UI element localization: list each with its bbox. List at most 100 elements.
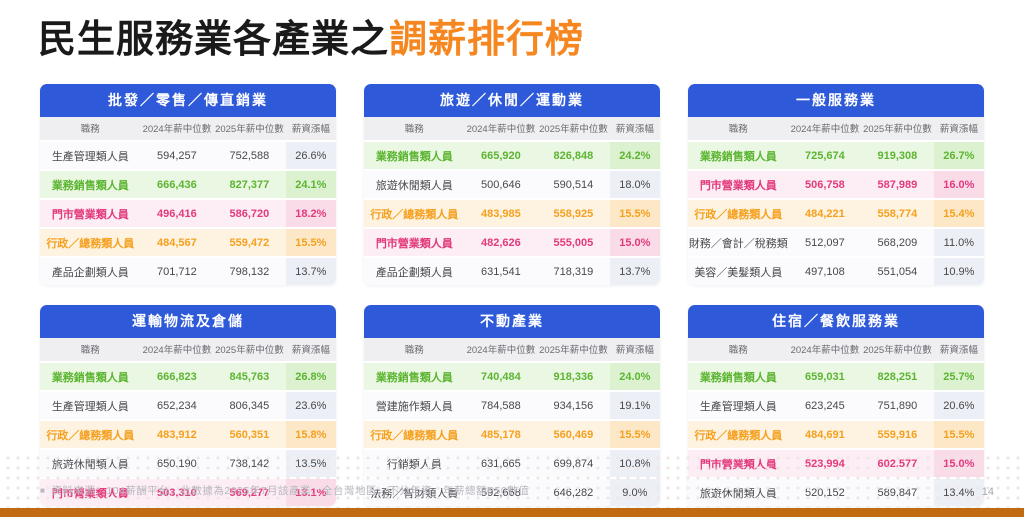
column-header: 2024年薪中位數	[464, 338, 538, 363]
column-header: 2025年薪中位數	[861, 117, 934, 142]
growth-rate-cell: 13.7%	[609, 257, 660, 285]
table-header-row: 職務 2024年薪中位數 2025年薪中位數 薪資漲幅	[364, 117, 660, 142]
median-2025-cell: 826,848	[537, 141, 610, 171]
column-header: 職務	[40, 117, 141, 142]
growth-rate-cell: 24.0%	[609, 362, 660, 392]
industry-table-card: 一般服務業 職務 2024年薪中位數 2025年薪中位數 薪資漲幅 業務銷售類人員 72…	[688, 84, 984, 285]
table-row: 業務銷售類人員 666,436 827,377 24.1%	[40, 170, 336, 200]
job-title-cell: 行政／總務類人員	[40, 228, 141, 258]
growth-rate-cell: 15.5%	[933, 420, 984, 450]
column-header: 職務	[364, 338, 465, 363]
dot-pattern-decoration	[0, 450, 1024, 508]
table-row: 財務／會計／稅務類 512,097 568,209 11.0%	[688, 228, 984, 258]
job-title-cell: 產品企劃類人員	[40, 257, 141, 285]
median-2024-cell: 701,712	[140, 257, 214, 285]
column-header: 職務	[688, 117, 789, 142]
column-header: 2025年薪中位數	[213, 117, 286, 142]
growth-rate-cell: 26.8%	[285, 362, 336, 392]
column-header: 薪資漲幅	[609, 338, 660, 363]
job-title-cell: 生產管理類人員	[40, 141, 141, 171]
column-header: 薪資漲幅	[285, 117, 336, 142]
median-2024-cell: 784,588	[464, 391, 538, 421]
industry-table-card: 不動產業 職務 2024年薪中位數 2025年薪中位數 薪資漲幅 業務銷售類人員 740…	[364, 305, 660, 506]
median-2025-cell: 555,005	[537, 228, 610, 258]
growth-rate-cell: 19.1%	[609, 391, 660, 421]
growth-rate-cell: 15.8%	[285, 420, 336, 450]
salary-table: 職務 2024年薪中位數 2025年薪中位數 薪資漲幅 業務銷售類人員 725,674 9…	[688, 117, 984, 285]
column-header: 薪資漲幅	[933, 338, 984, 363]
salary-table: 職務 2024年薪中位數 2025年薪中位數 薪資漲幅 業務銷售類人員 665,920 8…	[364, 117, 660, 285]
growth-rate-cell: 15.5%	[609, 420, 660, 450]
growth-rate-cell: 26.6%	[285, 141, 336, 171]
job-title-cell: 行政／總務類人員	[364, 420, 465, 450]
median-2024-cell: 496,416	[140, 199, 214, 229]
median-2024-cell: 512,097	[788, 228, 862, 258]
table-header-row: 職務 2024年薪中位數 2025年薪中位數 薪資漲幅	[688, 117, 984, 142]
median-2025-cell: 718,319	[537, 257, 610, 285]
page-title-accent: 調薪排行榜	[389, 19, 585, 61]
job-title-cell: 行政／總務類人員	[364, 199, 465, 229]
median-2025-cell: 828,251	[861, 362, 934, 392]
job-title-cell: 門市營業類人員	[364, 228, 465, 258]
median-2024-cell: 666,823	[140, 362, 214, 392]
median-2025-cell: 934,156	[537, 391, 610, 421]
industry-table-title: 住宿／餐飲服務業	[688, 305, 984, 338]
job-title-cell: 財務／會計／稅務類	[688, 228, 789, 258]
job-title-cell: 美容／美髮類人員	[688, 257, 789, 285]
job-title-cell: 營建施作類人員	[364, 391, 465, 421]
column-header: 2025年薪中位數	[861, 338, 934, 363]
table-row: 產品企劃類人員 631,541 718,319 13.7%	[364, 257, 660, 285]
table-row: 行政／總務類人員 484,691 559,916 15.5%	[688, 420, 984, 450]
table-row: 旅遊休閒類人員 500,646 590,514 18.0%	[364, 170, 660, 200]
table-row: 美容／美髮類人員 497,108 551,054 10.9%	[688, 257, 984, 285]
job-title-cell: 門市營業類人員	[40, 199, 141, 229]
median-2025-cell: 586,720	[213, 199, 286, 229]
page-title-main: 民生服務業各產業之	[38, 19, 390, 61]
column-header: 職務	[40, 338, 141, 363]
median-2024-cell: 484,691	[788, 420, 862, 450]
median-2025-cell: 827,377	[213, 170, 286, 200]
table-row: 業務銷售類人員 659,031 828,251 25.7%	[688, 362, 984, 392]
job-title-cell: 行政／總務類人員	[40, 420, 141, 450]
median-2024-cell: 484,221	[788, 199, 862, 229]
growth-rate-cell: 15.0%	[609, 228, 660, 258]
growth-rate-cell: 20.6%	[933, 391, 984, 421]
median-2024-cell: 500,646	[464, 170, 538, 200]
median-2025-cell: 806,345	[213, 391, 286, 421]
median-2024-cell: 652,234	[140, 391, 214, 421]
growth-rate-cell: 11.0%	[933, 228, 984, 258]
median-2024-cell: 659,031	[788, 362, 862, 392]
table-row: 產品企劃類人員 701,712 798,132 13.7%	[40, 257, 336, 285]
column-header: 2024年薪中位數	[788, 117, 862, 142]
table-header-row: 職務 2024年薪中位數 2025年薪中位數 薪資漲幅	[40, 117, 336, 142]
column-header: 職務	[688, 338, 789, 363]
column-header: 2024年薪中位數	[788, 338, 862, 363]
job-title-cell: 生產管理類人員	[688, 391, 789, 421]
table-row: 生產管理類人員 652,234 806,345 23.6%	[40, 391, 336, 421]
table-row: 營建施作類人員 784,588 934,156 19.1%	[364, 391, 660, 421]
footer: ■ 資料來源：104薪酬平台，此數據為2025年7月該產業、全台灣地區、不分年資、…	[40, 483, 529, 498]
industry-table-title: 一般服務業	[688, 84, 984, 117]
table-row: 行政／總務類人員 484,221 558,774 15.4%	[688, 199, 984, 229]
growth-rate-cell: 15.5%	[609, 199, 660, 229]
table-row: 生產管理類人員 623,245 751,890 20.6%	[688, 391, 984, 421]
column-header: 2024年薪中位數	[140, 117, 214, 142]
median-2025-cell: 568,209	[861, 228, 934, 258]
job-title-cell: 業務銷售類人員	[688, 362, 789, 392]
growth-rate-cell: 18.0%	[609, 170, 660, 200]
page-title: 民生服務業各產業之調薪排行榜	[38, 8, 584, 63]
bottom-accent-bar	[0, 508, 1024, 517]
footer-bullet-icon: ■	[40, 486, 46, 495]
footer-source-note: 資料來源：104薪酬平台，此數據為2025年7月該產業、全台灣地區、不分年資、年…	[51, 485, 530, 497]
table-row: 門市營業類人員 482,626 555,005 15.0%	[364, 228, 660, 258]
median-2024-cell: 485,178	[464, 420, 538, 450]
job-title-cell: 產品企劃類人員	[364, 257, 465, 285]
column-header: 職務	[364, 117, 465, 142]
median-2024-cell: 483,912	[140, 420, 214, 450]
growth-rate-cell: 23.6%	[285, 391, 336, 421]
table-row: 業務銷售類人員 740,484 918,336 24.0%	[364, 362, 660, 392]
median-2025-cell: 919,308	[861, 141, 934, 171]
growth-rate-cell: 24.1%	[285, 170, 336, 200]
column-header: 薪資漲幅	[609, 117, 660, 142]
table-row: 業務銷售類人員 665,920 826,848 24.2%	[364, 141, 660, 171]
